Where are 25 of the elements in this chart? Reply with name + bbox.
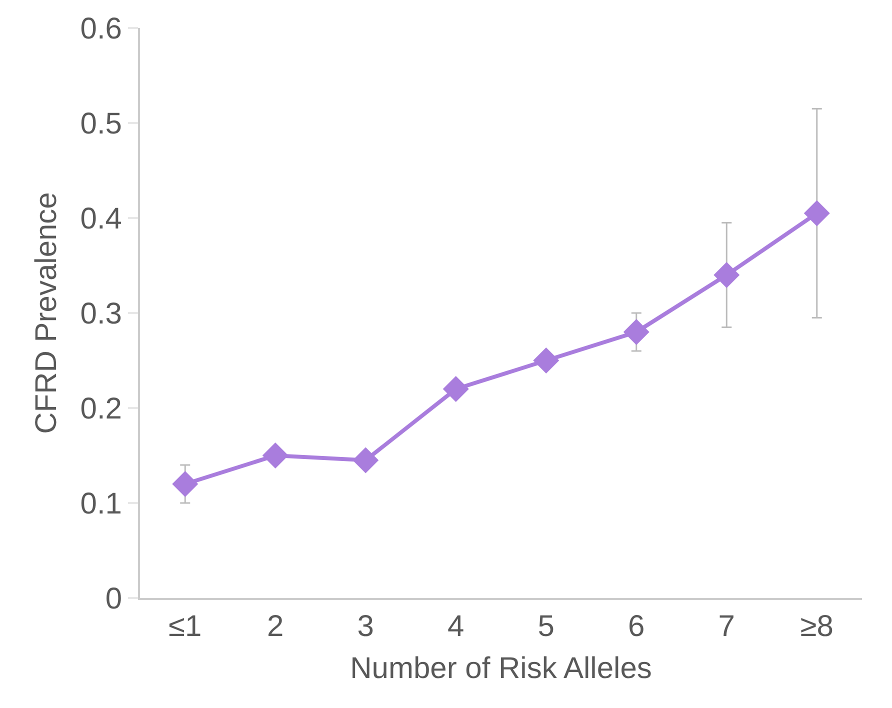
x-tick-label: ≤1 bbox=[168, 610, 202, 643]
point bbox=[172, 471, 198, 497]
point bbox=[262, 442, 288, 468]
point bbox=[352, 447, 379, 474]
x-tick-label: 6 bbox=[628, 610, 645, 643]
point bbox=[714, 262, 740, 288]
x-tick-label: 2 bbox=[267, 610, 284, 643]
point bbox=[623, 319, 650, 345]
x-axis-title: Number of Risk Alleles bbox=[350, 652, 652, 685]
x-tick-label: 5 bbox=[538, 610, 554, 643]
y-tick-label: 0.3 bbox=[80, 298, 122, 330]
y-tick-label: 0.6 bbox=[80, 12, 122, 46]
x-tick-label: 3 bbox=[357, 610, 374, 643]
y-tick-label: 0.5 bbox=[80, 108, 122, 140]
point bbox=[804, 200, 830, 226]
y-tick-label: 0.4 bbox=[80, 202, 122, 236]
y-tick-label: 0 bbox=[105, 582, 122, 616]
y-axis-title: CFRD Prevalence bbox=[30, 192, 63, 434]
point bbox=[442, 376, 469, 402]
point bbox=[533, 348, 560, 374]
x-tick-label: 7 bbox=[718, 610, 735, 643]
y-tick-label: 0.2 bbox=[80, 392, 122, 426]
x-tick-label: 4 bbox=[448, 610, 464, 643]
y-tick-label: 0.1 bbox=[80, 488, 122, 520]
x-tick-label: ≥8 bbox=[800, 610, 834, 643]
